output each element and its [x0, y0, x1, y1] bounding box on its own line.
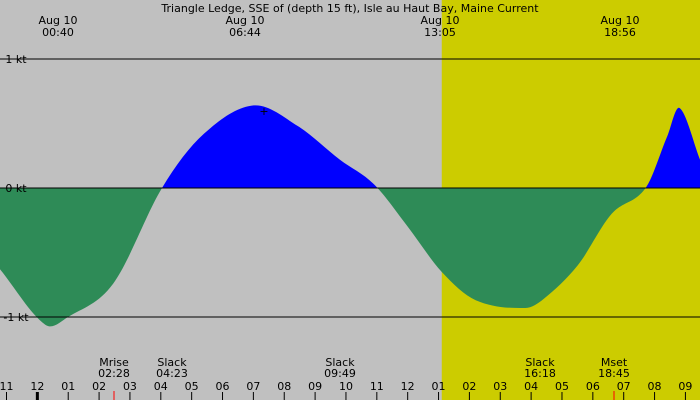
event-name-label: Mrise [99, 356, 129, 369]
x-tick-label: 12 [30, 380, 44, 393]
y-tick-label: -1 kt [3, 311, 29, 324]
chart-title: Triangle Ledge, SSE of (depth 15 ft), Is… [160, 2, 539, 15]
extreme-time-label: 06:44 [229, 26, 261, 39]
x-tick-label: 02 [462, 380, 476, 393]
event-time-label: 18:45 [598, 367, 630, 380]
extreme-time-label: 00:40 [42, 26, 74, 39]
event-time-label: 09:49 [324, 367, 356, 380]
ebb-area-group [0, 188, 700, 327]
cursor-cross-icon: + [259, 105, 268, 118]
x-tick-label: 08 [277, 380, 291, 393]
extreme-date-label: Aug 10 [421, 14, 460, 27]
extreme-date-label: Aug 10 [226, 14, 265, 27]
reference-lines [0, 58, 700, 318]
x-tick-label: 03 [123, 380, 137, 393]
extreme-date-label: Aug 10 [601, 14, 640, 27]
y-axis-labels: 1 kt 0 kt -1 kt [3, 53, 29, 324]
x-tick-label: 03 [493, 380, 507, 393]
event-name-label: Slack [325, 356, 355, 369]
x-tick-label: 09 [308, 380, 322, 393]
x-tick-label: 11 [370, 380, 384, 393]
extreme-time-label: 13:05 [424, 26, 456, 39]
extreme-date-label: Aug 10 [39, 14, 78, 27]
event-time-label: 04:23 [156, 367, 188, 380]
y-tick-label: 0 kt [5, 182, 27, 195]
event-name-label: Slack [157, 356, 187, 369]
event-name-label: Slack [525, 356, 555, 369]
extreme-time-label: 18:56 [604, 26, 636, 39]
x-tick-label: 07 [246, 380, 260, 393]
x-tick-label: 08 [648, 380, 662, 393]
x-tick-label: 11 [0, 380, 14, 393]
x-axis-ticks: 11 12 01 02 03 04 05 06 07 08 09 10 11 12 01 02 03 04 05 06… [0, 380, 692, 400]
x-tick-label: 06 [216, 380, 230, 393]
x-tick-label: 12 [401, 380, 415, 393]
event-name-label: Mset [601, 356, 628, 369]
x-tick-label: 04 [524, 380, 538, 393]
x-tick-label: 04 [154, 380, 168, 393]
midnight-marker [35, 392, 39, 400]
x-tick-label: 06 [586, 380, 600, 393]
ebb-current-area [0, 188, 700, 327]
x-tick-label: 02 [92, 380, 106, 393]
x-tick-label: 05 [185, 380, 199, 393]
x-tick-label: 01 [432, 380, 446, 393]
event-time-label: 16:18 [524, 367, 556, 380]
flood-current-area [0, 105, 700, 188]
event-labels: Mrise02:28Slack04:23Slack09:49Slack16:18… [98, 356, 630, 380]
x-tick-label: 05 [555, 380, 569, 393]
x-tick-label: 07 [617, 380, 631, 393]
x-tick-label: 09 [678, 380, 692, 393]
x-tick-label: 10 [339, 380, 353, 393]
event-time-label: 02:28 [98, 367, 130, 380]
flood-area-group [0, 105, 700, 188]
x-tick-label: 01 [61, 380, 75, 393]
y-tick-label: 1 kt [5, 53, 27, 66]
